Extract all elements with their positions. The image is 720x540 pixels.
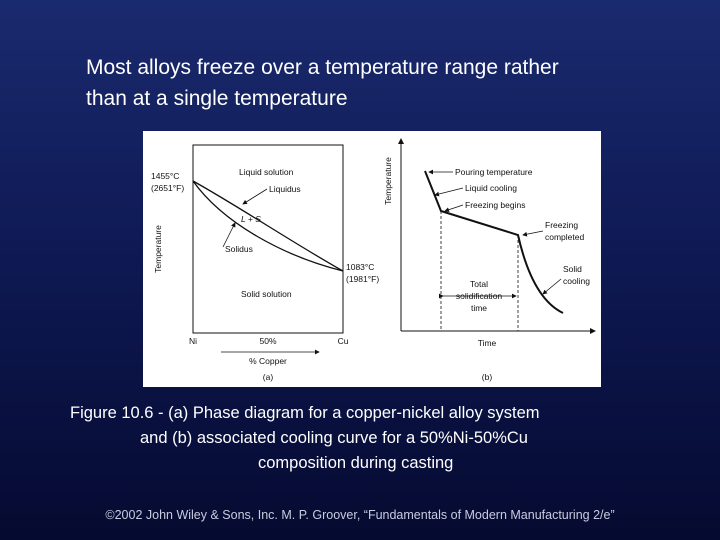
freezing-completed-label-1: Freezing — [545, 220, 578, 230]
x-tick-ni: Ni — [189, 336, 197, 346]
x-axis-label-time: Time — [478, 338, 497, 348]
panel-label-a: (a) — [263, 372, 274, 382]
diagram-a-frame — [192, 144, 344, 334]
total-time-label-2: solidification — [456, 291, 503, 301]
diagram-b-y-label: Temperature — [383, 157, 393, 205]
x-tick-50: 50% — [259, 336, 276, 346]
diagram-a: Temperature 1455°C (2651°F) Liquid solut… — [151, 144, 379, 382]
figure-caption: Figure 10.6 ‑ (a) Phase diagram for a co… — [70, 401, 660, 476]
total-time-label-3: time — [471, 303, 487, 313]
caption-line-2: and (b) associated cooling curve for a 5… — [140, 429, 528, 447]
two-phase-label: L + S — [241, 214, 261, 224]
ni-melt-c: 1455°C — [151, 171, 179, 181]
freezing-completed-label-2: completed — [545, 232, 584, 242]
figure-panel: Temperature 1455°C (2651°F) Liquid solut… — [143, 131, 601, 387]
liquidus-label: Liquidus — [269, 184, 301, 194]
liquid-cooling-leader — [434, 187, 464, 197]
x-tick-cu: Cu — [338, 336, 349, 346]
solidus-label: Solidus — [225, 244, 253, 254]
solid-cooling-leader — [542, 278, 562, 295]
cu-melt-c: 1083°C — [346, 262, 374, 272]
freezing-begins-label: Freezing begins — [465, 200, 525, 210]
heading-line-1: Most alloys freeze over a temperature ra… — [86, 56, 559, 79]
liquidus-curve — [192, 180, 344, 272]
pouring-label: Pouring temperature — [455, 167, 533, 177]
x-axis-label-copper: % Copper — [249, 356, 287, 366]
caption-line-3: composition during casting — [258, 454, 454, 472]
total-time-label-1: Total — [470, 279, 488, 289]
liquid-region-label: Liquid solution — [239, 167, 294, 177]
solid-cooling-label-2: cooling — [563, 276, 590, 286]
cu-melt-f: (1981°F) — [346, 274, 379, 284]
caption-line-1: Figure 10.6 ‑ (a) Phase diagram for a co… — [70, 404, 540, 422]
liquidus-leader — [242, 188, 268, 205]
phase-diagram-figure: Temperature 1455°C (2651°F) Liquid solut… — [151, 138, 596, 382]
solid-region-label: Solid solution — [241, 289, 292, 299]
freezing-completed-leader — [522, 230, 544, 237]
heading-line-2: than at a single temperature — [86, 87, 348, 110]
copyright-footer: ©2002 John Wiley & Sons, Inc. M. P. Groo… — [105, 508, 615, 522]
solidus-leader — [222, 222, 236, 248]
slide-heading: Most alloys freeze over a temperature ra… — [86, 52, 686, 114]
panel-label-b: (b) — [482, 372, 493, 382]
diagram-a-y-label: Temperature — [153, 225, 163, 273]
freezing-begins-leader — [444, 204, 464, 213]
solidus-curve — [192, 180, 344, 272]
diagram-b: Temperature Pouring temperature Liquid c… — [383, 138, 596, 382]
ni-melt-f: (2651°F) — [151, 183, 184, 193]
liquid-cooling-label: Liquid cooling — [465, 183, 517, 193]
solid-cooling-label-1: Solid — [563, 264, 582, 274]
